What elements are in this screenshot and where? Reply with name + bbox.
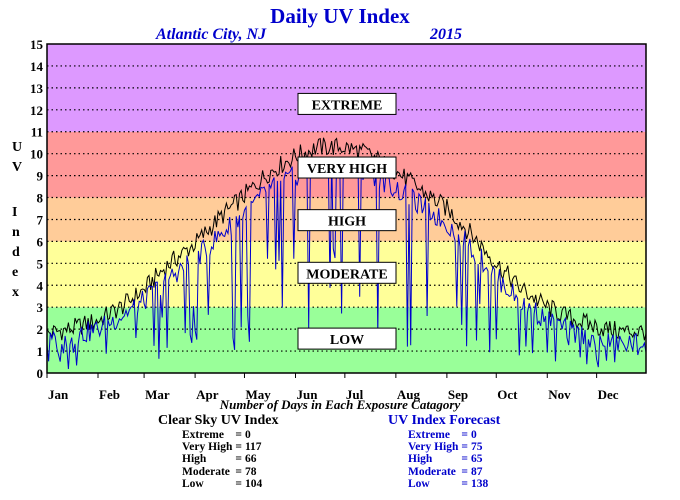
- summary-equals: =: [461, 477, 468, 490]
- band-label: MODERATE: [306, 267, 387, 282]
- forecast-summary: UV Index Forecast Extreme = 0 Very High = 75 H…: [388, 413, 500, 490]
- x-tick-label: Sep: [448, 387, 468, 402]
- summary-row: High = 66: [182, 453, 262, 465]
- y-axis-label-char: d: [12, 245, 20, 260]
- summary-label: Very High: [408, 441, 459, 454]
- summary-equals: =: [235, 477, 242, 490]
- band-label-box: [297, 92, 397, 115]
- summary-label: High: [408, 453, 433, 466]
- summary-row: Moderate = 87: [408, 466, 488, 478]
- summary-value: 138: [470, 477, 489, 490]
- band-label-box: [297, 261, 397, 284]
- forecast-summary-heading: UV Index Forecast: [388, 413, 501, 428]
- clear-sky-summary-heading: Clear Sky UV Index: [158, 413, 279, 428]
- x-tick-label: Apr: [196, 387, 219, 402]
- y-tick-label: 2: [37, 322, 44, 337]
- summary-equals: =: [235, 441, 242, 454]
- y-tick-label: 8: [37, 191, 44, 206]
- x-tick-label: Aug: [397, 387, 421, 402]
- clear-sky-summary: Clear Sky UV Index Extreme = 0 Very High = 11…: [158, 413, 278, 490]
- x-tick-label: Jan: [48, 387, 69, 402]
- band-label: VERY HIGH: [307, 162, 387, 177]
- summary-equals: =: [461, 453, 468, 466]
- y-tick-label: 13: [30, 81, 44, 96]
- x-tick-label: Jun: [296, 387, 318, 402]
- y-axis-label-char: x: [12, 285, 19, 300]
- y-axis-label-char: V: [12, 160, 23, 175]
- clear-sky-uv-line: [46, 137, 647, 341]
- summary-value: 75: [470, 441, 483, 454]
- summary-equals: =: [235, 429, 242, 441]
- summary-value: 66: [244, 453, 257, 466]
- summary-label: Low: [408, 477, 430, 490]
- summary-row: Very High = 75: [408, 441, 488, 453]
- y-axis-label-char: n: [12, 225, 20, 240]
- summary-value: 104: [244, 477, 263, 490]
- y-tick-label: 6: [37, 234, 44, 249]
- summary-row: Extreme = 0: [408, 429, 488, 441]
- y-tick-label: 7: [37, 212, 44, 227]
- summary-equals: =: [461, 441, 468, 454]
- plot-frame: [46, 43, 647, 374]
- summary-label: Extreme: [408, 429, 450, 441]
- y-tick-label: 4: [37, 278, 44, 293]
- y-tick-label: 11: [31, 125, 43, 140]
- y-tick-label: 10: [30, 147, 43, 162]
- band-label: EXTREME: [312, 98, 383, 113]
- y-tick-label: 14: [30, 59, 44, 74]
- summary-label: Very High: [182, 441, 233, 454]
- summary-value: 0: [244, 429, 251, 441]
- x-tick-label: May: [245, 387, 271, 402]
- summary-label: High: [182, 453, 207, 466]
- summary-value: 87: [470, 465, 483, 478]
- band-label: HIGH: [328, 215, 366, 230]
- forecast-summary-table: Extreme = 0 Very High = 75 High = 65 Moderate = 87 L…: [408, 429, 488, 490]
- summary-value: 78: [244, 465, 257, 478]
- x-tick-label: Feb: [99, 387, 120, 402]
- y-tick-label: 9: [37, 169, 44, 184]
- band-label-box: [297, 209, 397, 232]
- summary-value: 117: [244, 441, 262, 454]
- summary-equals: =: [461, 429, 468, 441]
- y-axis-label-char: e: [12, 265, 19, 280]
- y-axis-label-char: U: [12, 140, 23, 155]
- summary-row: Moderate = 78: [182, 466, 262, 478]
- summary-value: 0: [470, 429, 477, 441]
- summary-row: High = 65: [408, 453, 488, 465]
- summary-label: Extreme: [182, 429, 224, 441]
- summary-row: Low = 138: [408, 478, 488, 490]
- chart-title: Daily UV Index: [270, 4, 410, 28]
- band-label-box: [297, 327, 397, 350]
- y-axis-label-char: I: [12, 205, 18, 220]
- y-tick-label: 12: [30, 103, 43, 118]
- exposure-category-caption: Number of Days in Each Exposure Catagory: [219, 397, 461, 412]
- summary-equals: =: [461, 465, 468, 478]
- summary-label: Moderate: [408, 465, 456, 478]
- y-tick-label: 15: [30, 37, 44, 52]
- chart-year: 2015: [430, 26, 462, 43]
- x-tick-label: Nov: [548, 387, 571, 402]
- summary-row: Low = 104: [182, 478, 262, 490]
- y-tick-label: 5: [37, 256, 44, 271]
- y-tick-label: 3: [37, 300, 44, 315]
- y-tick-label: 0: [37, 366, 44, 381]
- x-tick-label: Oct: [497, 387, 518, 402]
- x-tick-label: Dec: [598, 387, 619, 402]
- summary-equals: =: [235, 465, 242, 478]
- summary-value: 65: [470, 453, 483, 466]
- chart-location: Atlantic City, NJ: [156, 26, 267, 43]
- summary-row: Extreme = 0: [182, 429, 262, 441]
- summary-row: Very High = 117: [182, 441, 262, 453]
- summary-label: Low: [182, 477, 204, 490]
- clear-sky-summary-table: Extreme = 0 Very High = 117 High = 66 Moderate = 78…: [182, 429, 262, 490]
- summary-equals: =: [235, 453, 242, 466]
- x-tick-label: Jul: [346, 387, 364, 402]
- summary-label: Moderate: [182, 465, 230, 478]
- band-label-box: [297, 156, 397, 179]
- y-tick-label: 1: [37, 344, 44, 359]
- band-label: LOW: [330, 333, 364, 348]
- x-tick-label: Mar: [145, 387, 170, 402]
